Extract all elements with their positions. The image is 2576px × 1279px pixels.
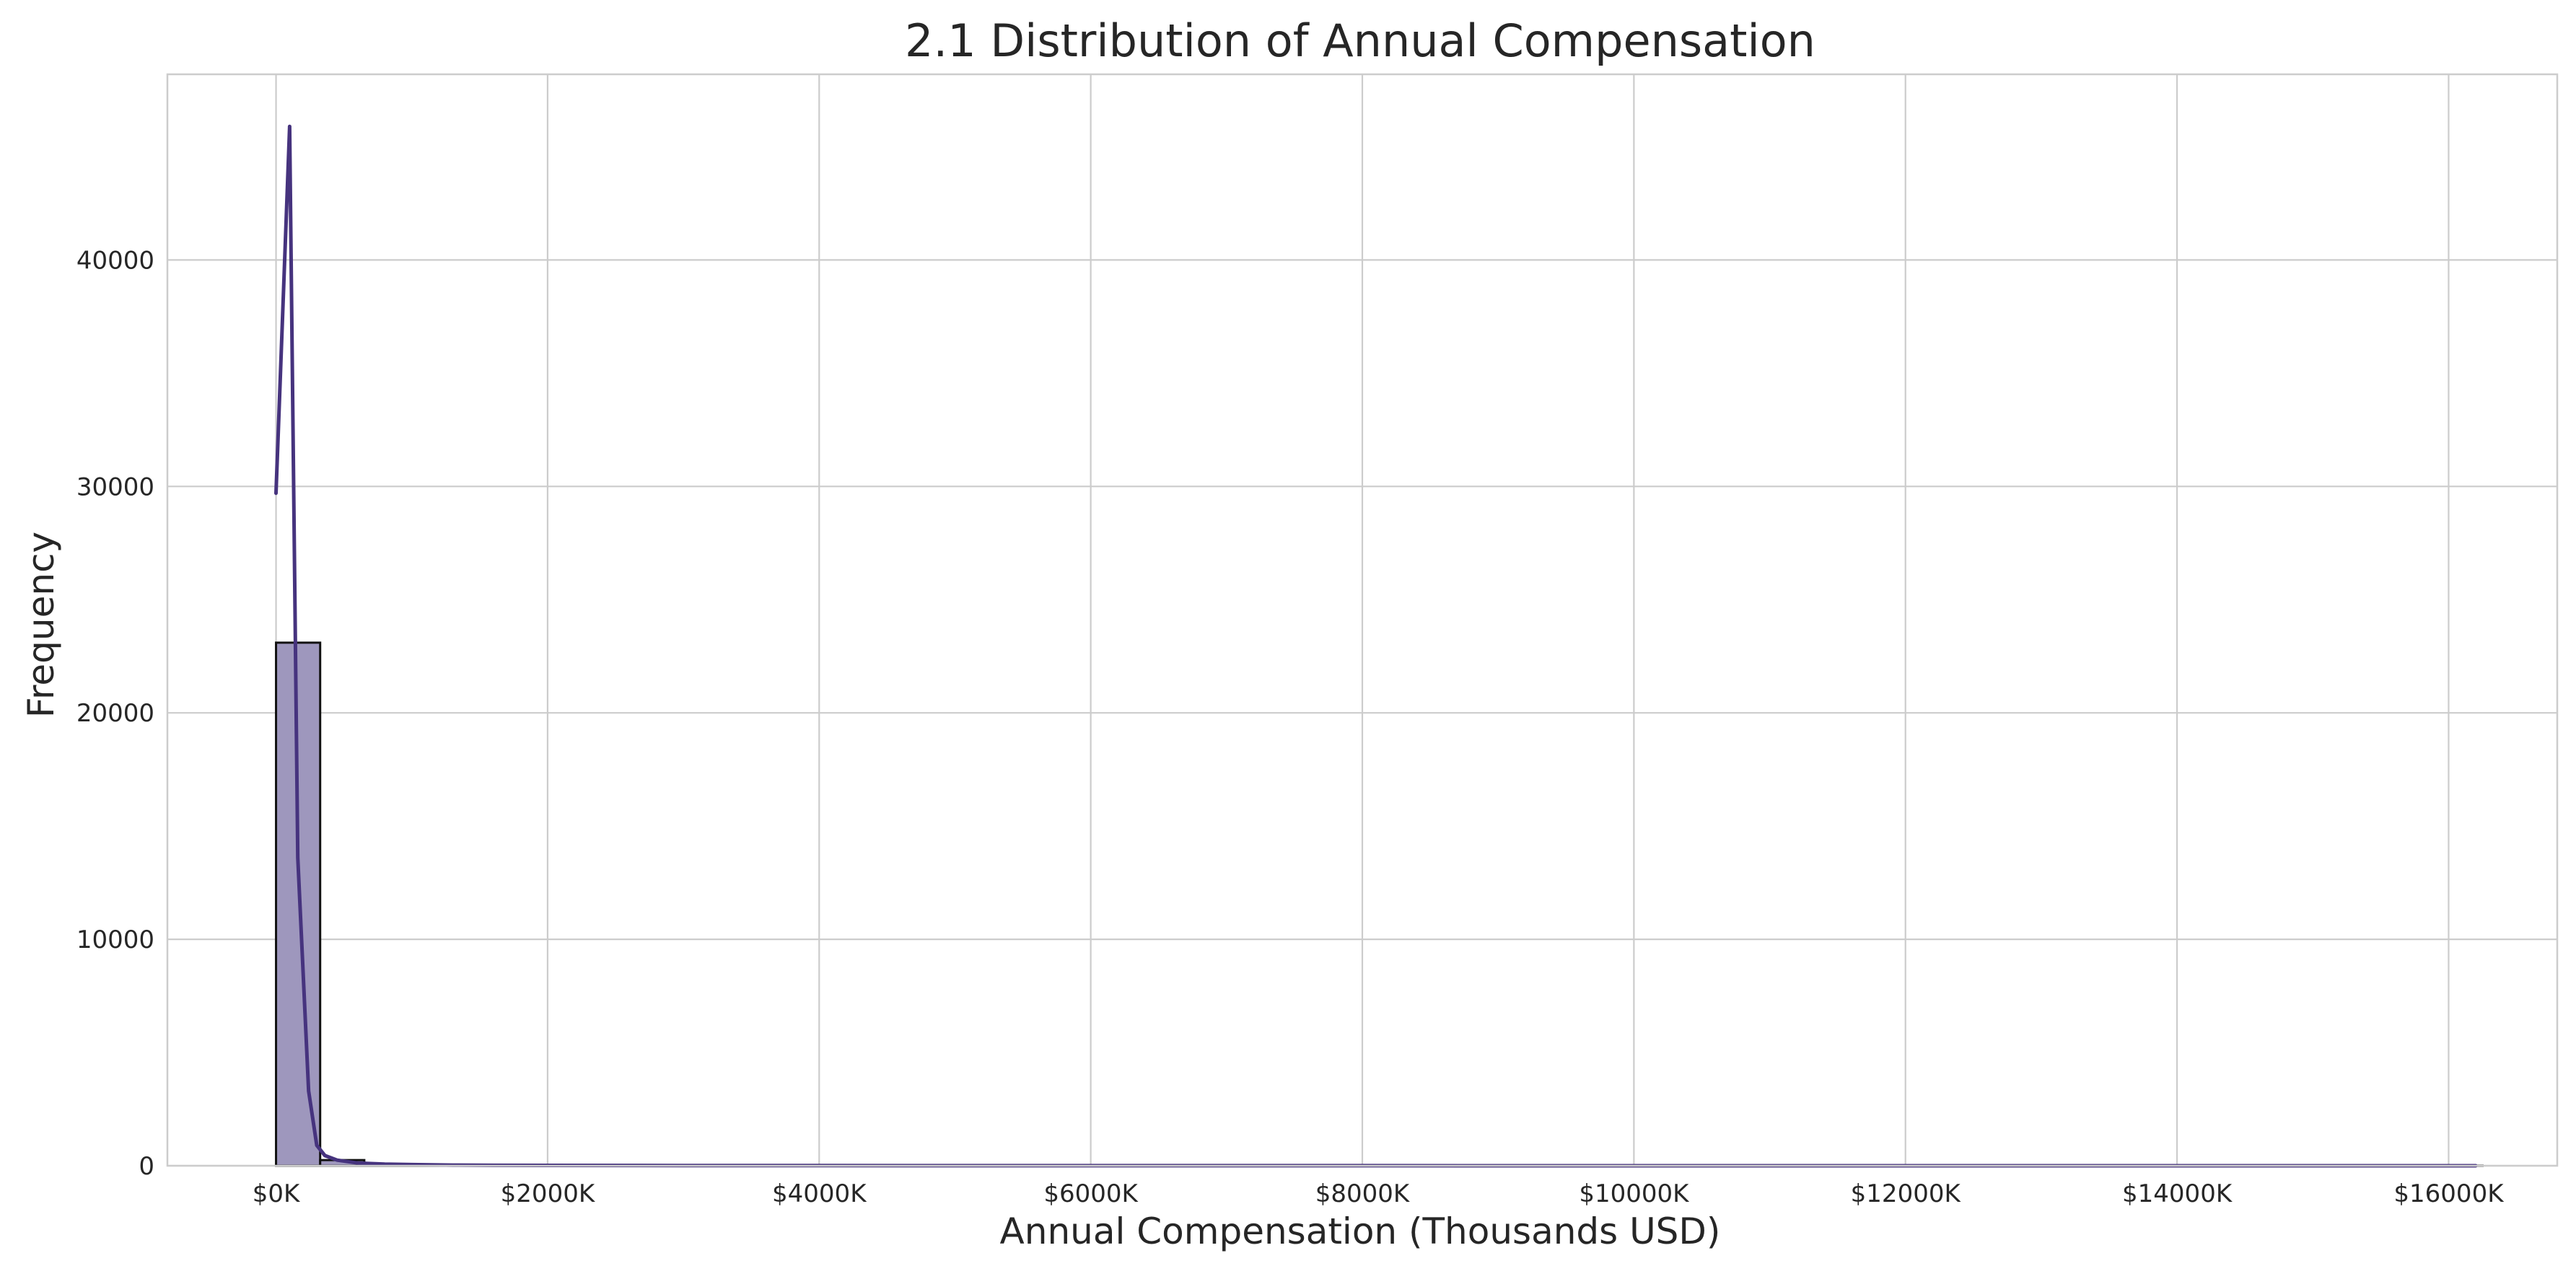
x-tick-label: $14000K: [2122, 1179, 2233, 1208]
grid-lines: [167, 74, 2557, 1166]
x-tick-label: $6000K: [1043, 1179, 1139, 1208]
x-tick-label: $0K: [253, 1179, 301, 1208]
histogram-bars: [276, 643, 2483, 1166]
x-tick-label: $12000K: [1851, 1179, 1962, 1208]
x-tick-labels: $0K $2000K $4000K $6000K $8000K $10000K $12000…: [253, 1179, 2505, 1208]
x-tick-label: $10000K: [1579, 1179, 1690, 1208]
y-tick-label: 0: [139, 1152, 154, 1181]
y-tick-label: 10000: [76, 926, 154, 954]
y-tick-label: 30000: [76, 473, 154, 501]
kde-line: [276, 126, 2476, 1166]
y-tick-labels: 0 10000 20000 30000 40000: [76, 246, 154, 1181]
y-axis-label: Frequency: [20, 532, 62, 718]
chart-title: 2.1 Distribution of Annual Compensation: [905, 14, 1815, 67]
x-tick-label: $2000K: [501, 1179, 596, 1208]
y-tick-label: 20000: [76, 699, 154, 728]
x-tick-label: $8000K: [1315, 1179, 1411, 1208]
x-axis-label: Annual Compensation (Thousands USD): [1000, 1210, 1721, 1252]
kde-curve-group: [276, 126, 2476, 1166]
histogram-bar: [276, 643, 320, 1166]
y-tick-label: 40000: [76, 246, 154, 275]
x-tick-label: $16000K: [2393, 1179, 2505, 1208]
x-tick-label: $4000K: [772, 1179, 867, 1208]
